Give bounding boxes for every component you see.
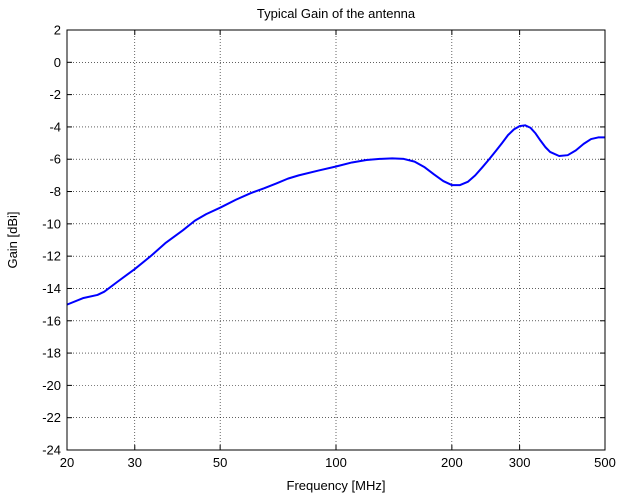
y-tick-label: -18 xyxy=(42,346,61,361)
x-tick-label: 200 xyxy=(441,455,463,470)
y-tick-label: -10 xyxy=(42,216,61,231)
y-tick-label: 2 xyxy=(54,23,61,38)
y-tick-label: -8 xyxy=(49,184,61,199)
x-tick-label: 300 xyxy=(509,455,531,470)
y-tick-label: -22 xyxy=(42,410,61,425)
series-lines xyxy=(66,124,605,306)
y-tick-label: 0 xyxy=(54,55,61,70)
y-tick-label: -12 xyxy=(42,249,61,264)
x-tick-label: 100 xyxy=(325,455,347,470)
chart-title: Typical Gain of the antenna xyxy=(257,6,416,21)
y-tick-label: -24 xyxy=(42,443,61,458)
y-tick-label: -14 xyxy=(42,281,61,296)
y-tick-label: -6 xyxy=(49,152,61,167)
plot-frame xyxy=(66,29,606,451)
x-tick-label: 500 xyxy=(594,455,616,470)
y-tick-label: -20 xyxy=(42,378,61,393)
y-tick-label: -2 xyxy=(49,87,61,102)
x-axis-title: Frequency [MHz] xyxy=(287,478,386,493)
y-axis-title: Gain [dBi] xyxy=(5,211,20,268)
y-tick-labels: 2 0 -2 -4 -6 -8 -10 -12 -14 -16 -18 -20 -22 -24 xyxy=(42,23,61,458)
y-tick-label: -4 xyxy=(49,119,61,134)
y-tick-label: -16 xyxy=(42,313,61,328)
x-tick-label: 50 xyxy=(213,455,227,470)
x-tick-label: 30 xyxy=(128,455,142,470)
x-tick-label: 20 xyxy=(60,455,74,470)
x-tick-labels: 20 30 50 100 200 300 500 xyxy=(60,455,616,470)
gain-series-line xyxy=(66,124,605,306)
